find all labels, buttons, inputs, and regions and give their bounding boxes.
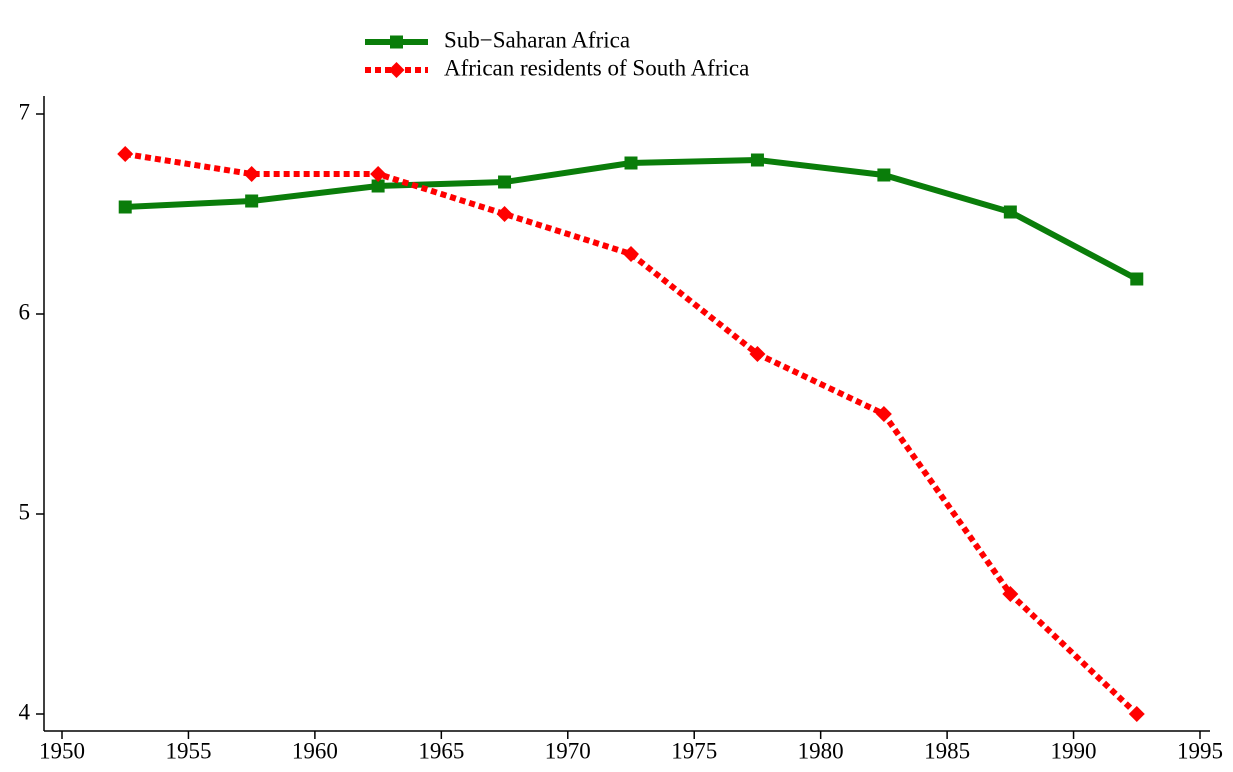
- x-tick-label: 1960: [292, 738, 338, 763]
- data-point: [243, 166, 260, 182]
- legend-label: Sub−Saharan Africa: [444, 27, 630, 52]
- y-tick-label: 4: [19, 699, 31, 724]
- data-point: [118, 200, 132, 214]
- data-point: [877, 168, 891, 182]
- data-point: [624, 156, 638, 170]
- x-tick-label: 1975: [671, 738, 717, 763]
- y-tick-label: 6: [19, 299, 31, 324]
- data-point: [1130, 272, 1144, 286]
- data-point: [245, 194, 259, 208]
- data-point: [371, 179, 385, 193]
- data-point: [370, 166, 387, 182]
- x-tick-label: 1980: [798, 738, 844, 763]
- x-tick-label: 1965: [418, 738, 464, 763]
- data-point: [750, 153, 764, 167]
- data-point: [496, 206, 513, 222]
- legend-label: African residents of South Africa: [444, 55, 749, 80]
- x-tick-label: 1990: [1051, 738, 1097, 763]
- data-point: [875, 406, 892, 422]
- data-point: [498, 175, 512, 189]
- x-tick-label: 1950: [39, 738, 85, 763]
- data-point: [749, 346, 766, 362]
- series-line: [124, 151, 1139, 717]
- data-point: [1002, 586, 1019, 602]
- x-tick-label: 1985: [924, 738, 970, 763]
- x-tick-label: 1995: [1177, 738, 1223, 763]
- data-point: [1128, 706, 1145, 722]
- x-tick-label: 1970: [545, 738, 591, 763]
- legend-marker: [390, 35, 403, 49]
- data-point: [623, 246, 639, 262]
- y-tick-label: 7: [19, 99, 31, 124]
- data-point: [1003, 205, 1017, 219]
- y-tick-label: 5: [19, 499, 31, 524]
- x-tick-label: 1955: [165, 738, 211, 763]
- data-point: [117, 146, 134, 162]
- legend-marker: [388, 62, 405, 78]
